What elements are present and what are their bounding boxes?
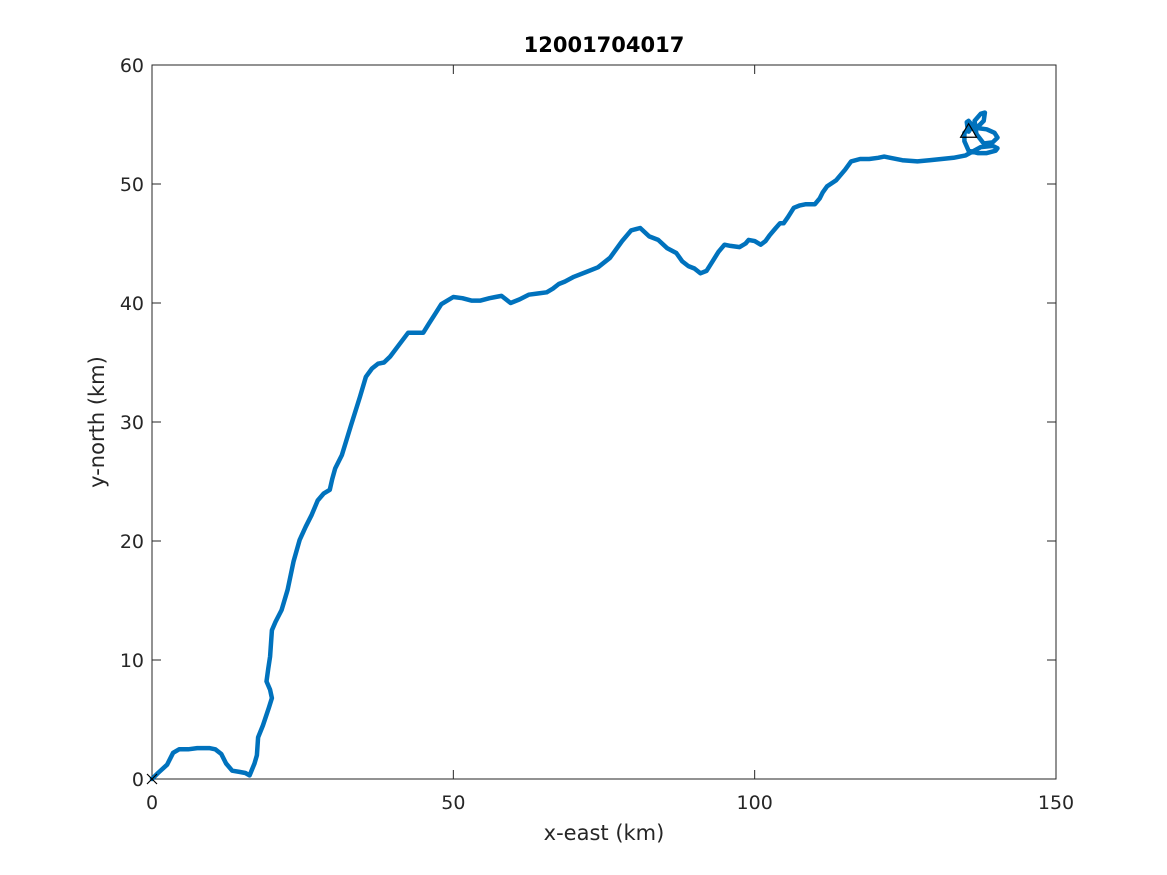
y-tick-label: 10 [120, 650, 144, 672]
trajectory-line [149, 110, 1000, 782]
x-tick-label: 50 [441, 792, 465, 814]
y-axis-ticks: 0 10 20 30 40 50 60 [120, 55, 1056, 791]
chart-title: 12001704017 [524, 33, 685, 57]
y-tick-label: 20 [120, 531, 144, 553]
y-axis-label: y-north (km) [85, 356, 109, 488]
y-tick-label: 40 [120, 293, 144, 315]
x-tick-label: 0 [146, 792, 158, 814]
y-tick-label: 50 [120, 174, 144, 196]
start-marker-x [146, 773, 158, 785]
y-tick-label: 0 [132, 769, 144, 791]
marker-layer [146, 122, 978, 785]
y-tick-label: 30 [120, 412, 144, 434]
x-tick-label: 100 [737, 792, 773, 814]
end-marker-triangle [959, 122, 978, 138]
x-axis-label: x-east (km) [544, 821, 665, 845]
x-tick-label: 150 [1038, 792, 1074, 814]
x-axis-ticks: 0 50 100 150 [146, 65, 1074, 814]
y-tick-label: 60 [120, 55, 144, 77]
plot-area [151, 64, 1057, 780]
